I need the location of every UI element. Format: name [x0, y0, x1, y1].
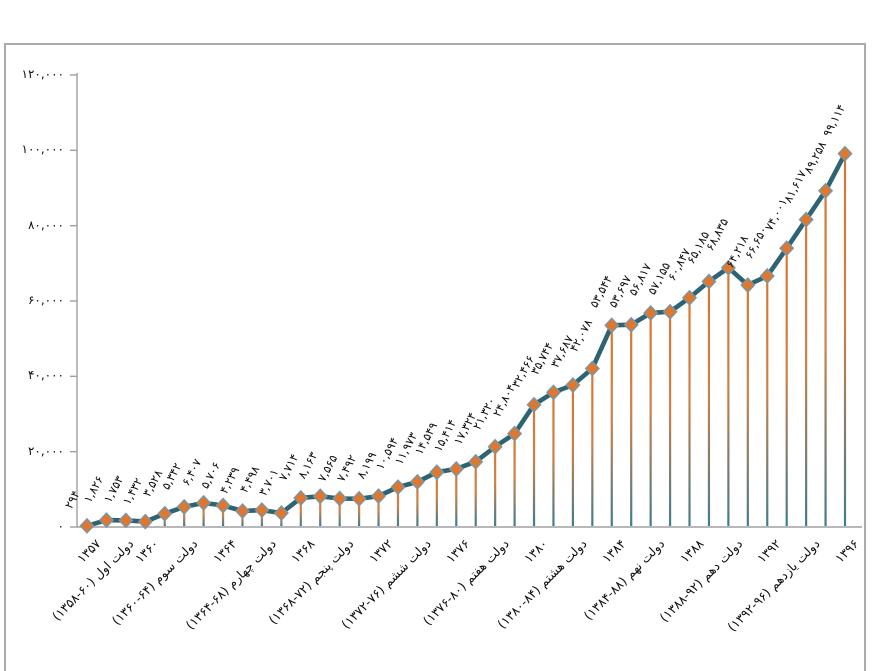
data-point-marker [409, 473, 425, 490]
data-point-marker [759, 267, 775, 284]
data-point-marker [468, 453, 484, 470]
data-point-marker [507, 425, 523, 442]
data-point-marker [254, 502, 270, 519]
data-point-marker [798, 211, 814, 228]
data-point-marker [487, 438, 503, 455]
data-point-marker [720, 259, 736, 276]
data-point-marker [662, 303, 678, 320]
data-point-marker [681, 289, 698, 306]
data-point-marker [215, 497, 231, 514]
data-point-marker [604, 317, 620, 334]
data-point-marker [273, 505, 289, 522]
data-point-marker [565, 377, 581, 394]
data-point-marker [623, 316, 639, 333]
data-point-marker [643, 304, 659, 322]
data-point-marker [390, 479, 406, 496]
data-point-marker [701, 273, 717, 290]
data-point-marker [137, 513, 153, 530]
chart-frame [4, 43, 866, 671]
data-point-marker [118, 512, 134, 529]
data-point-marker [429, 464, 445, 481]
data-point-marker [448, 460, 464, 477]
data-point-marker [837, 145, 853, 162]
data-point-marker [312, 488, 328, 505]
data-point-marker [332, 490, 348, 507]
data-point-marker [176, 498, 192, 515]
data-point-marker [584, 360, 600, 377]
data-point-marker [98, 512, 114, 529]
data-point-marker [157, 505, 173, 522]
data-point-marker [740, 277, 756, 294]
data-point-marker [779, 240, 795, 257]
data-point-marker [545, 384, 562, 401]
data-point-marker [293, 489, 309, 506]
data-point-marker [234, 503, 251, 520]
data-point-marker [370, 488, 387, 505]
data-point-marker [351, 490, 367, 507]
data-point-marker [526, 396, 542, 413]
data-point-marker [818, 182, 834, 199]
data-point-marker [196, 494, 212, 511]
series-line [84, 151, 848, 529]
data-point-marker [79, 517, 95, 534]
